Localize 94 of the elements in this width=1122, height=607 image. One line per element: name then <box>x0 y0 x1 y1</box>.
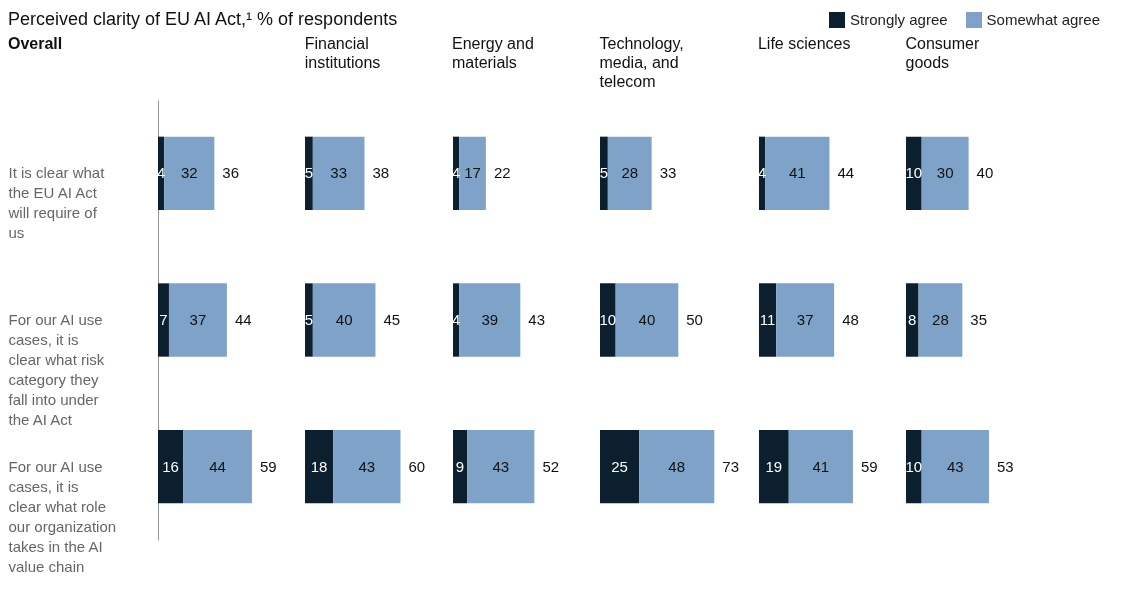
chart-subtitle: Overall <box>8 35 63 52</box>
legend-label: Somewhat agree <box>985 10 1100 28</box>
data-label: 44 <box>209 457 226 475</box>
chart-title: Technology, media, and telecom <box>599 35 684 90</box>
total-label: 53 <box>996 457 1014 475</box>
data-label: 9 <box>455 457 465 475</box>
bar <box>467 430 535 504</box>
data-label: 5 <box>304 311 314 328</box>
bar <box>615 283 679 357</box>
bar <box>305 430 334 504</box>
chart-title: Energy and materials <box>451 35 534 71</box>
data-label: 41 <box>812 457 830 475</box>
total-label: 44 <box>234 311 252 328</box>
bar <box>600 136 608 210</box>
bar <box>453 430 468 504</box>
data-label: 33 <box>330 164 347 182</box>
bar <box>312 136 365 210</box>
bar <box>600 283 616 357</box>
bar <box>600 430 640 504</box>
chart-title: Consumer goods <box>905 35 980 71</box>
data-label: 16 <box>162 457 179 475</box>
bar <box>765 136 830 210</box>
bar <box>305 283 313 357</box>
data-label: 48 <box>668 457 686 475</box>
data-label: 5 <box>304 164 314 182</box>
data-label: 37 <box>796 311 814 328</box>
data-label: 7 <box>159 311 168 328</box>
bar <box>333 430 401 504</box>
total-label: 59 <box>259 457 277 475</box>
total-label: 45 <box>383 311 401 328</box>
total-label: 60 <box>408 457 426 475</box>
data-label: 10 <box>905 457 923 475</box>
data-label: 39 <box>481 311 499 328</box>
bar <box>305 136 313 210</box>
chart-title: Financial institutions <box>304 35 381 71</box>
data-label: 40 <box>638 311 656 328</box>
bar <box>906 430 922 504</box>
bar <box>312 283 376 357</box>
total-label: 48 <box>842 311 859 328</box>
total-label: 22 <box>493 164 511 182</box>
bar <box>759 283 777 357</box>
total-label: 36 <box>222 164 240 182</box>
total-label: 38 <box>372 164 390 182</box>
total-label: 35 <box>970 311 988 328</box>
data-label: 10 <box>599 311 617 328</box>
bar <box>759 430 789 504</box>
data-label: 30 <box>936 164 954 182</box>
data-label: 43 <box>946 457 964 475</box>
data-label: 11 <box>759 311 776 328</box>
chart-title: Life sciences <box>757 35 851 52</box>
y-tick-label: For our AI use cases, it is clear what role our organization takes in the AI value chain <box>8 457 117 575</box>
data-label: 5 <box>599 164 609 182</box>
data-label: 32 <box>180 164 198 182</box>
total-label: 40 <box>976 164 994 182</box>
bar <box>158 283 169 357</box>
bar <box>918 283 963 357</box>
total-label: 43 <box>528 311 546 328</box>
chart-title: Perceived clarity of EU AI Act,¹ % of respondents <box>8 8 398 30</box>
y-tick-label: It is clear what the EU AI Act will require of us <box>7 164 106 242</box>
bar <box>639 430 715 504</box>
data-label: 43 <box>358 457 376 475</box>
total-label: 44 <box>837 164 855 182</box>
bar <box>459 283 521 357</box>
bar <box>921 430 989 504</box>
bar <box>788 430 853 504</box>
y-tick-label: For our AI use cases, it is clear what risk category they fall into under the AI Act <box>8 311 105 428</box>
bar <box>459 136 486 210</box>
total-label: 73 <box>722 457 739 475</box>
bar <box>168 283 227 357</box>
data-label: 43 <box>492 457 510 475</box>
data-label: 8 <box>908 311 917 328</box>
total-label: 50 <box>686 311 703 328</box>
bar <box>164 136 215 210</box>
data-label: 37 <box>189 311 207 328</box>
data-label: 28 <box>932 311 949 328</box>
bar <box>158 430 184 504</box>
data-label: 17 <box>464 164 481 182</box>
total-label: 52 <box>542 457 560 475</box>
total-label: 33 <box>659 164 677 182</box>
data-label: 10 <box>905 164 923 182</box>
data-label: 19 <box>765 457 783 475</box>
bar <box>776 283 835 357</box>
bar <box>921 136 969 210</box>
data-label: 25 <box>611 457 628 475</box>
data-label: 18 <box>310 457 328 475</box>
data-label: 40 <box>335 311 353 328</box>
bar <box>906 283 919 357</box>
data-label: 41 <box>789 164 806 182</box>
data-label: 28 <box>621 164 639 182</box>
bar <box>183 430 252 504</box>
total-label: 59 <box>860 457 878 475</box>
bar <box>906 136 922 210</box>
legend-label: Strongly agree <box>849 10 948 28</box>
bar <box>607 136 652 210</box>
